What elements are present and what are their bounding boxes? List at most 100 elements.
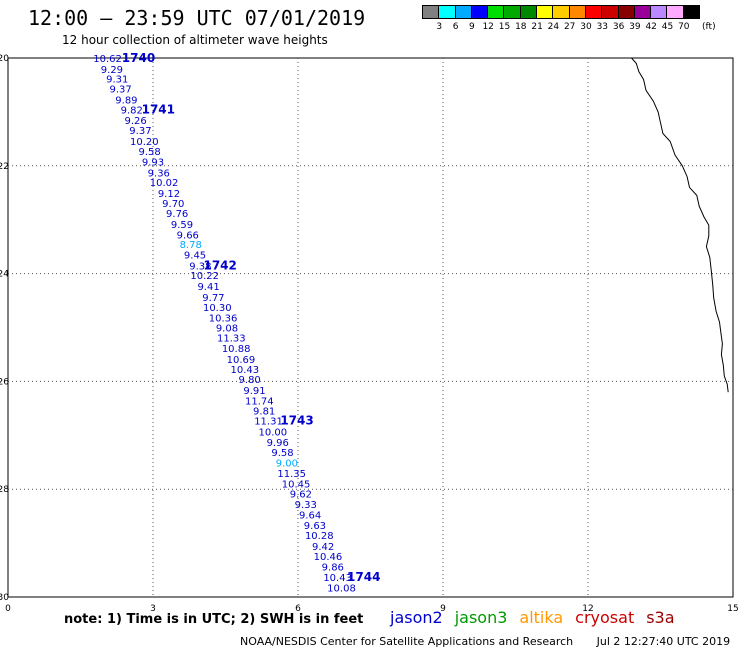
page-title: 12:00 – 23:59 UTC 07/01/2019 [28, 6, 366, 30]
wave-height-point: 11.33 [217, 334, 246, 345]
wave-height-point: 10.20 [130, 137, 159, 148]
wave-height-point: 9.31 [106, 74, 128, 85]
x-tick-label: 3 [150, 604, 156, 614]
x-tick-label: 15 [727, 604, 738, 614]
legend-label: 36 [612, 22, 625, 32]
y-tick-label: -28 [0, 485, 9, 495]
legend-label: 15 [498, 22, 511, 32]
wave-height-point: 8.78 [180, 240, 202, 251]
wave-height-point: 9.58 [138, 147, 160, 158]
wave-height-point: 9.00 [276, 458, 298, 469]
plot-frame [7, 57, 734, 598]
page-subtitle: 12 hour collection of altimeter wave hei… [62, 33, 328, 47]
legend-label: 24 [547, 22, 560, 32]
wave-height-point: 10.30 [203, 303, 232, 314]
wave-height-point: 10.00 [259, 428, 288, 439]
y-tick-label: -20 [0, 54, 9, 64]
wave-height-point: 9.81 [253, 407, 275, 418]
wave-height-point: 9.59 [171, 220, 193, 231]
wave-height-point: 9.76 [166, 209, 188, 220]
wave-height-point: 10.28 [305, 531, 334, 542]
wave-height-point: 10.43 [231, 365, 260, 376]
pass-number-label: 1744 [347, 570, 380, 584]
y-tick-label: -22 [0, 162, 9, 172]
legend-label: 21 [531, 22, 543, 32]
satellite-altika: altika [519, 608, 564, 627]
wave-height-point: 9.77 [202, 293, 224, 304]
x-tick-label: 0 [5, 604, 11, 614]
wave-height-point: 9.93 [142, 157, 164, 168]
wave-height-point: 9.66 [177, 230, 199, 241]
wave-height-point: 9.45 [184, 251, 206, 262]
x-tick-label: 9 [440, 604, 446, 614]
wave-height-point: 9.41 [197, 282, 219, 293]
wave-height-point: 11.31 [254, 417, 283, 428]
pass-number-label: 1742 [203, 259, 236, 273]
wave-height-point: 9.62 [290, 490, 312, 501]
pass-number-label: 1743 [280, 414, 313, 428]
legend-label: 3 [436, 22, 443, 32]
x-tick-label: 6 [295, 604, 301, 614]
wave-height-point: 10.62 [93, 54, 122, 65]
wave-height-point: 9.80 [239, 375, 261, 386]
wave-height-point: 9.86 [322, 562, 344, 573]
wave-height-point: 10.45 [282, 479, 311, 490]
wave-height-point: 9.70 [162, 199, 184, 210]
coastline [631, 57, 729, 393]
legend-label: 12 [482, 22, 494, 32]
wave-height-point: 9.08 [216, 324, 238, 335]
y-tick-label: -30 [0, 593, 9, 603]
credit-line: NOAA/NESDIS Center for Satellite Applica… [240, 635, 730, 648]
satellite-cryosat: cryosat [575, 608, 635, 627]
legend-label: 30 [580, 22, 592, 32]
wave-height-point: 9.58 [271, 448, 293, 459]
wave-height-point: 9.82 [121, 106, 143, 117]
timestamp: Jul 2 12:27:40 UTC 2019 [596, 635, 731, 648]
legend-label: 33 [596, 22, 609, 32]
wave-height-point: 9.37 [109, 85, 131, 96]
wave-height-point: 9.37 [129, 126, 151, 137]
legend-label: 27 [563, 22, 576, 32]
pass-number-label: 1741 [142, 103, 175, 117]
legend-label: 42 [645, 22, 657, 32]
wave-height-point: 10.02 [150, 178, 179, 189]
wave-height-point: 9.36 [148, 168, 170, 179]
wave-height-point: 10.36 [209, 313, 238, 324]
wave-height-point: 9.89 [115, 96, 137, 107]
satellite-s3a: s3a [646, 608, 675, 627]
wave-height-point: 9.33 [295, 500, 317, 511]
credit-text: NOAA/NESDIS Center for Satellite Applica… [240, 635, 574, 648]
color-legend: 3 6 9 12 15 18 21 24 27 30 33 36 39 42 45 70 (ft) [422, 5, 740, 34]
legend-label: 9 [469, 22, 475, 32]
y-tick-label: -24 [0, 270, 9, 280]
satellite-jason2: jason2 [390, 608, 443, 627]
legend-swatches [422, 5, 740, 19]
x-tick-label: 12 [582, 604, 593, 614]
wave-height-point: 9.63 [304, 521, 326, 532]
wave-height-point: 10.43 [323, 573, 352, 584]
wave-height-point: 11.74 [245, 396, 274, 407]
wave-height-point: 10.69 [227, 355, 256, 366]
legend-unit: (ft) [702, 22, 716, 32]
wave-height-point: 11.35 [277, 469, 306, 480]
wave-height-point: 9.29 [101, 65, 123, 76]
wave-height-point: 9.42 [312, 542, 334, 553]
pass-number-label: 1740 [122, 51, 155, 65]
legend-label: 6 [452, 22, 459, 32]
wave-height-point: 9.91 [243, 386, 265, 397]
wave-height-point: 9.64 [299, 511, 321, 522]
legend-swatch [682, 5, 701, 19]
wave-height-point: 9.26 [124, 116, 146, 127]
satellite-legend: jason2 jason3 altika cryosat s3a [390, 608, 687, 627]
satellite-jason3: jason3 [454, 608, 508, 627]
wave-height-point: 10.08 [327, 583, 356, 594]
wave-height-point: 10.88 [222, 344, 251, 355]
legend-label: 70 [678, 22, 690, 32]
footer-note: note: 1) Time is in UTC; 2) SWH is in fe… [64, 612, 364, 627]
wave-height-point: 10.46 [314, 552, 343, 563]
y-tick-label: -26 [0, 377, 9, 387]
wave-height-point: 9.96 [267, 438, 289, 449]
legend-label: 39 [629, 22, 641, 32]
wave-height-point: 9.38 [189, 262, 211, 273]
